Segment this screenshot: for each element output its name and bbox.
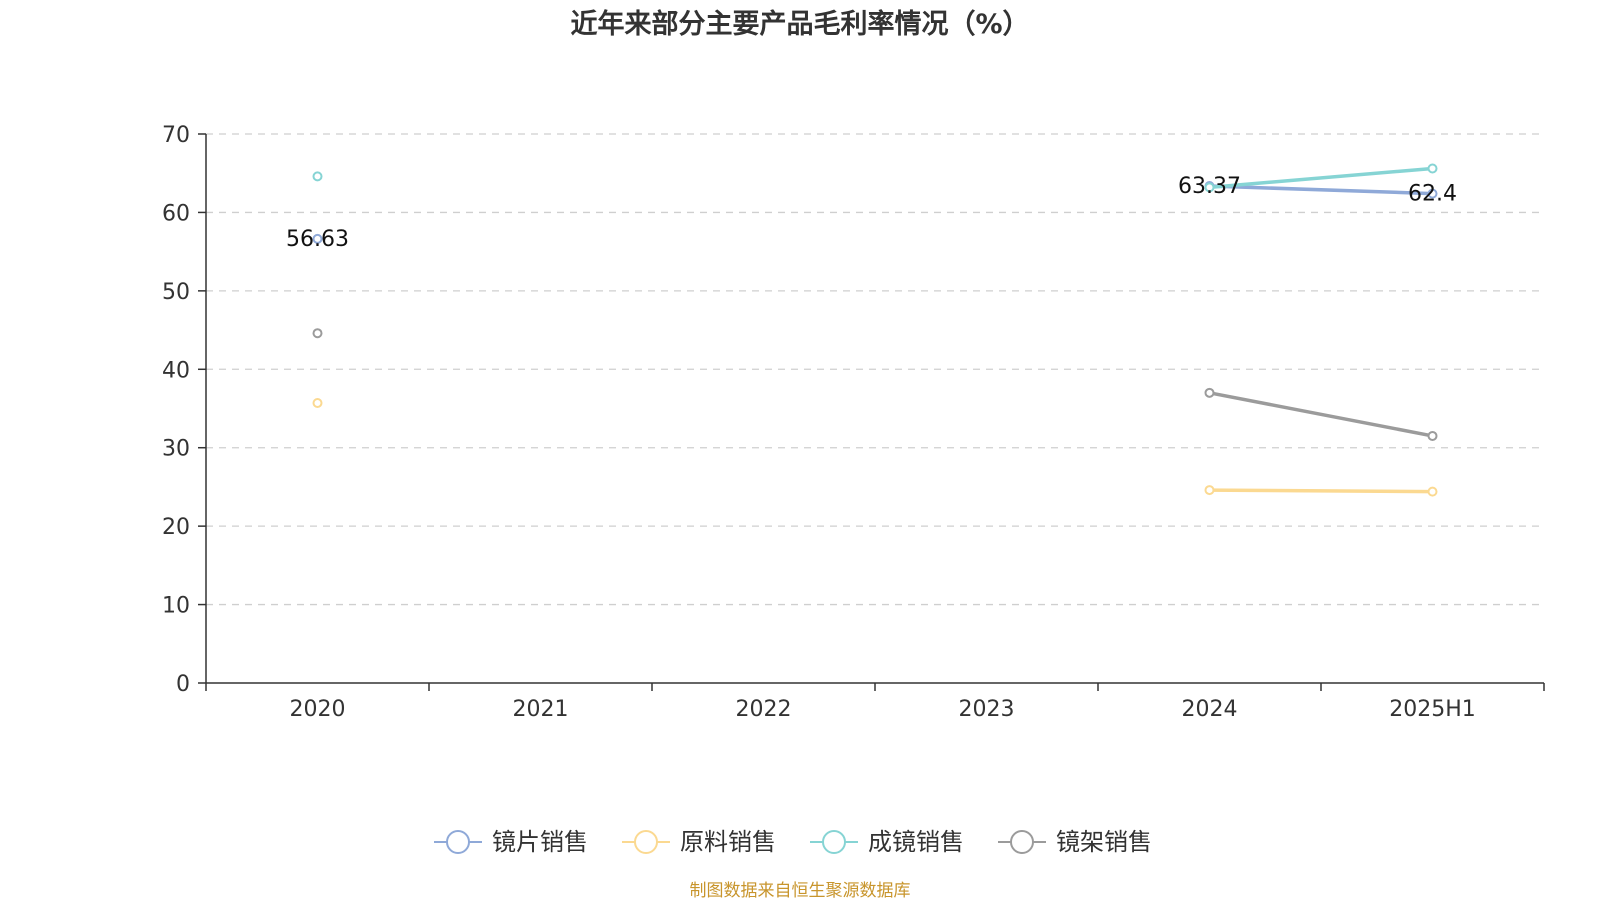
data-point[interactable] [1427, 430, 1438, 441]
y-tick-label: 20 [162, 515, 190, 540]
legend-item-1[interactable]: 原料销售 [622, 828, 776, 856]
data-point[interactable] [1204, 182, 1215, 193]
y-tick-label: 60 [162, 201, 190, 226]
data-point[interactable] [1204, 485, 1215, 496]
data-point[interactable] [1204, 387, 1215, 398]
legend-marker-icon [446, 830, 470, 854]
legend-item-0[interactable]: 镜片销售 [434, 828, 588, 856]
legend-label: 成镜销售 [868, 828, 964, 856]
series-1 [312, 398, 1438, 497]
series-line [1209, 488, 1433, 494]
legend-marker-icon [822, 830, 846, 854]
legend-marker-icon [634, 830, 658, 854]
legend-label: 镜架销售 [1056, 828, 1152, 856]
series-3 [312, 328, 1438, 441]
x-tick-label: 2021 [513, 697, 569, 722]
y-tick-label: 50 [162, 280, 190, 305]
series-line [1209, 184, 1433, 196]
data-point[interactable] [1427, 188, 1438, 199]
x-tick-label: 2024 [1182, 697, 1238, 722]
y-tick-label: 70 [162, 123, 190, 148]
y-tick-label: 30 [162, 437, 190, 462]
x-tick-label: 2022 [736, 697, 792, 722]
data-label: 63.37 [1178, 174, 1241, 199]
series-line [1209, 166, 1433, 190]
series-2 [312, 163, 1438, 193]
legend-label: 原料销售 [680, 828, 776, 856]
legend-label: 镜片销售 [492, 828, 588, 856]
source-note: 制图数据来自恒生聚源数据库 [690, 881, 911, 900]
data-label: 56.63 [286, 227, 349, 252]
series-line [1209, 391, 1433, 438]
data-point[interactable] [312, 398, 323, 409]
x-tick-label: 2020 [290, 697, 346, 722]
legend-marker-icon [1010, 830, 1034, 854]
data-labels: 56.63 63.37 62.4 [286, 174, 1457, 252]
chart-title: 近年来部分主要产品毛利率情况（%） [570, 8, 1029, 40]
data-point[interactable] [312, 328, 323, 339]
y-tick-label: 10 [162, 594, 190, 619]
grid [206, 133, 1544, 606]
data-point[interactable] [1427, 486, 1438, 497]
y-tick-label: 0 [176, 672, 190, 697]
y-tick-label: 40 [162, 358, 190, 383]
legend-item-2[interactable]: 成镜销售 [810, 828, 964, 856]
series [312, 163, 1438, 497]
data-label: 62.4 [1408, 182, 1457, 207]
axes: 0 10 20 30 40 50 60 70 2020 2021 2022 2023 2024 2025H… [162, 123, 1545, 722]
data-point[interactable] [312, 171, 323, 182]
legend: 镜片销售 原料销售 成镜销售 镜架销售 [434, 828, 1152, 856]
data-point[interactable] [1427, 163, 1438, 174]
x-tick-label: 2023 [959, 697, 1015, 722]
legend-item-3[interactable]: 镜架销售 [998, 828, 1152, 856]
x-tick-label: 2025H1 [1389, 697, 1476, 722]
data-point[interactable] [312, 233, 323, 244]
